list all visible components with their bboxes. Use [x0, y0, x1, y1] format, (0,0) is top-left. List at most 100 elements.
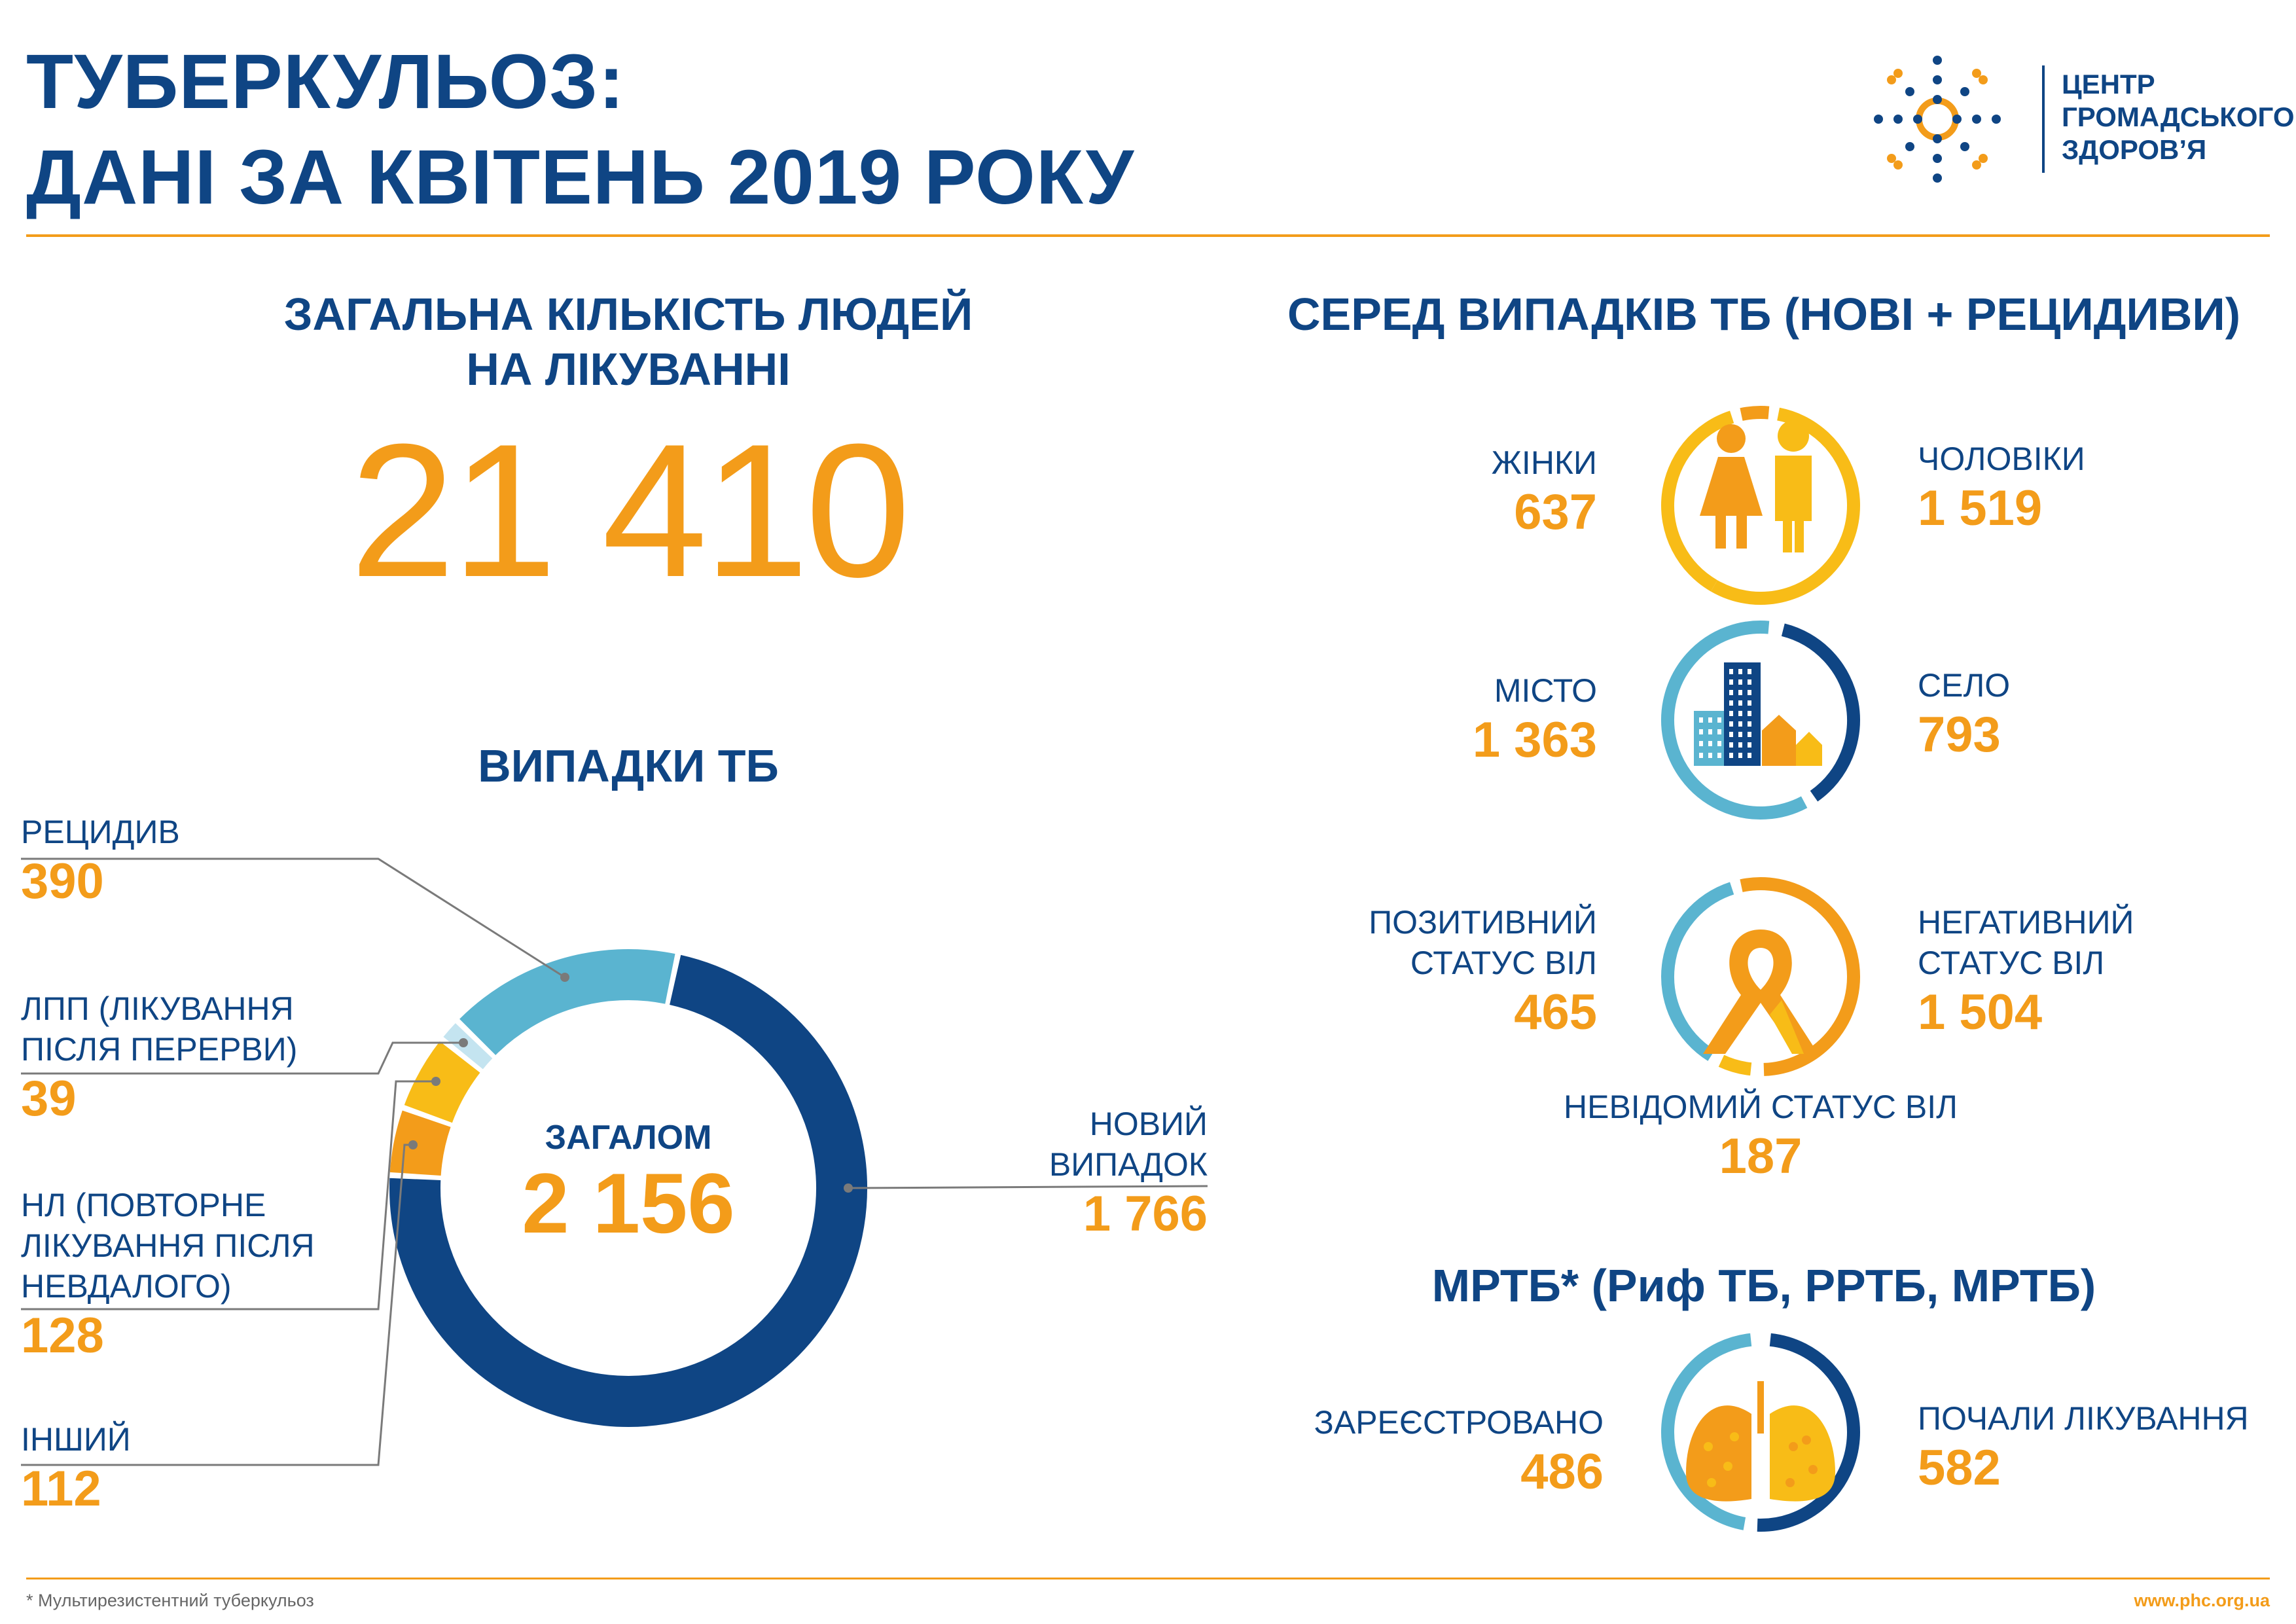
people-icon: [1700, 420, 1812, 552]
lungs-icon: [1686, 1381, 1835, 1502]
leader-after-failure: [21, 1077, 440, 1310]
footer-url[interactable]: www.phc.org.ua: [2134, 1591, 2270, 1610]
hiv-ring-seg-1: [1718, 1055, 1752, 1076]
hiv-unknown: НЕВІДОМИЙ СТАТУС ВІЛ 187: [1538, 1087, 1983, 1186]
hiv-negative: НЕГАТИВНИЙ СТАТУС ВІЛ 1 504: [1918, 902, 2134, 1042]
leader-after-break: [21, 1038, 468, 1075]
case-new-value: 1 766: [1083, 1186, 1208, 1242]
footer-divider: [26, 1578, 2270, 1579]
leader-after-break-dot: [459, 1038, 468, 1047]
treatment-heading: ЗАГАЛЬНА КІЛЬКІСТЬ ЛЮДЕЙ НА ЛІКУВАННІ: [216, 287, 1041, 397]
page-title-line1: ТУБЕРКУЛЬОЗ:: [26, 39, 625, 125]
case-after-failure: НЛ (ПОВТОРНЕ ЛІКУВАННЯ ПІСЛЯ НЕВДАЛОГО) …: [21, 1185, 315, 1365]
case-other-value: 112: [21, 1461, 101, 1517]
location-village-label: СЕЛО: [1918, 667, 2011, 704]
among-cases-heading: СЕРЕД ВИПАДКІВ ТБ (НОВІ + РЕЦИДИВИ): [1287, 289, 2241, 340]
leader-recurrence: [21, 857, 569, 982]
case-new: НОВИЙ ВИПАДОК 1 766: [916, 1104, 1208, 1244]
hiv-negative-value: 1 504: [1918, 984, 2043, 1040]
hiv-positive: ПОЗИТИВНИЙ СТАТУС ВІЛ 465: [1270, 902, 1597, 1042]
donut-segment-new: [389, 954, 867, 1427]
donut-segment-recurrence: [459, 949, 675, 1056]
hiv-unknown-value: 187: [1719, 1128, 1803, 1184]
hiv-negative-label-1: НЕГАТИВНИЙ: [1918, 904, 2134, 941]
case-new-label-1: НОВИЙ: [1089, 1106, 1208, 1142]
case-after-failure-value: 128: [21, 1308, 104, 1363]
mdr-ring-seg-1: [1661, 1333, 1752, 1530]
donut-segment-after-failure: [404, 1041, 480, 1123]
logo-text-line2: ГРОМАДСЬКОГО: [2062, 101, 2295, 132]
donut-center: ЗАГАЛОМ 2 156: [497, 1118, 759, 1249]
case-recurrence-value: 390: [21, 854, 104, 909]
leader-recurrence-line: [21, 857, 565, 979]
leader-after-failure-line: [21, 1080, 436, 1310]
case-after-break-label-2: ПІСЛЯ ПЕРЕРВИ): [21, 1031, 298, 1068]
donut-center-total: 2 156: [522, 1155, 735, 1251]
leader-recurrence-dot: [560, 973, 569, 982]
gender-men-label: ЧОЛОВІКИ: [1918, 441, 2085, 477]
header-divider: [26, 234, 2270, 237]
mdr-registered-value: 486: [1520, 1444, 1604, 1500]
case-recurrence: РЕЦИДИВ 390: [21, 812, 180, 911]
mdr-registered-label: ЗАРЕЄСТРОВАНО: [1314, 1404, 1604, 1441]
tb-cases-heading: ВИПАДКИ ТБ: [478, 740, 779, 791]
treatment-heading-line2: НА ЛІКУВАННІ: [466, 344, 791, 395]
mdr-ring: [1661, 1333, 1860, 1532]
logo-text: ЦЕНТР ГРОМАДСЬКОГО ЗДОРОВ’Я: [2062, 68, 2294, 166]
donut-segment-after-break: [443, 1023, 493, 1070]
case-other: ІНШИЙ 112: [21, 1419, 131, 1519]
hiv-positive-value: 465: [1514, 984, 1597, 1040]
mdr-registered: ЗАРЕЄСТРОВАНО 486: [1276, 1402, 1604, 1502]
hiv-ring-seg-0: [1740, 877, 1860, 1076]
hiv-positive-label-1: ПОЗИТИВНИЙ: [1369, 904, 1597, 941]
gender-women: ЖІНКИ 637: [1335, 442, 1597, 542]
case-after-break: ЛПП (ЛІКУВАННЯ ПІСЛЯ ПЕРЕРВИ) 39: [21, 988, 297, 1128]
leader-other: [21, 1140, 418, 1466]
gender-women-value: 637: [1514, 484, 1597, 540]
logo-text-line1: ЦЕНТР: [2062, 69, 2155, 99]
hiv-ring: [1661, 877, 1860, 1076]
case-after-break-value: 39: [21, 1071, 77, 1127]
case-other-label: ІНШИЙ: [21, 1421, 131, 1458]
mdr-started-treatment-value: 582: [1918, 1440, 2001, 1496]
case-recurrence-label: РЕЦИДИВ: [21, 814, 180, 850]
hiv-negative-label-2: СТАТУС ВІЛ: [1918, 945, 2105, 981]
page-title-line2: ДАНІ ЗА КВІТЕНЬ 2019 РОКУ: [26, 134, 1135, 221]
leader-after-break-line: [21, 1041, 463, 1075]
location-city: МІСТО 1 363: [1335, 670, 1597, 770]
gender-men-value: 1 519: [1918, 480, 2043, 536]
gender-ring-seg-2: [1711, 407, 1860, 605]
gender-women-label: ЖІНКИ: [1491, 444, 1597, 481]
location-ring-seg-0: [1781, 623, 1860, 802]
location-village-value: 793: [1918, 707, 2001, 763]
mdr-ring-seg-0: [1757, 1333, 1860, 1532]
buildings-icon: [1694, 662, 1822, 766]
gender-ring-seg-1: [1661, 410, 1734, 592]
page-title: ТУБЕРКУЛЬОЗ: ДАНІ ЗА КВІТЕНЬ 2019 РОКУ: [26, 34, 1134, 225]
location-ring-seg-1: [1661, 621, 1808, 820]
donut-segment-other: [389, 1110, 451, 1176]
leader-after-failure-dot: [431, 1077, 440, 1086]
footer-note: * Мультирезистентний туберкульоз: [26, 1591, 314, 1610]
hiv-positive-label-2: СТАТУС ВІЛ: [1410, 945, 1597, 981]
leader-other-dot: [408, 1140, 418, 1149]
mdr-heading: МРТБ* (Риф ТБ, РРТБ, МРТБ): [1431, 1260, 2096, 1311]
leader-new-dot: [844, 1183, 853, 1193]
mdr-started-treatment-label: ПОЧАЛИ ЛІКУВАННЯ: [1918, 1400, 2249, 1437]
gender-men: ЧОЛОВІКИ 1 519: [1918, 439, 2085, 538]
gender-ring: [1661, 406, 1860, 605]
case-after-failure-label-3: НЕВДАЛОГО): [21, 1268, 232, 1305]
case-after-failure-label-2: ЛІКУВАННЯ ПІСЛЯ: [21, 1227, 315, 1264]
case-after-failure-label-1: НЛ (ПОВТОРНЕ: [21, 1187, 266, 1223]
treatment-heading-line1: ЗАГАЛЬНА КІЛЬКІСТЬ ЛЮДЕЙ: [283, 289, 973, 340]
gender-ring-seg-0: [1740, 406, 1770, 421]
treatment-total: 21 410: [350, 405, 911, 617]
hiv-unknown-label: НЕВІДОМИЙ СТАТУС ВІЛ: [1563, 1089, 1958, 1125]
location-village: СЕЛО 793: [1918, 665, 2010, 765]
mdr-started-treatment: ПОЧАЛИ ЛІКУВАННЯ 582: [1918, 1398, 2249, 1498]
case-new-label-2: ВИПАДОК: [1049, 1146, 1208, 1183]
donut-center-label: ЗАГАЛОМ: [545, 1119, 712, 1157]
location-ring: [1661, 621, 1860, 820]
